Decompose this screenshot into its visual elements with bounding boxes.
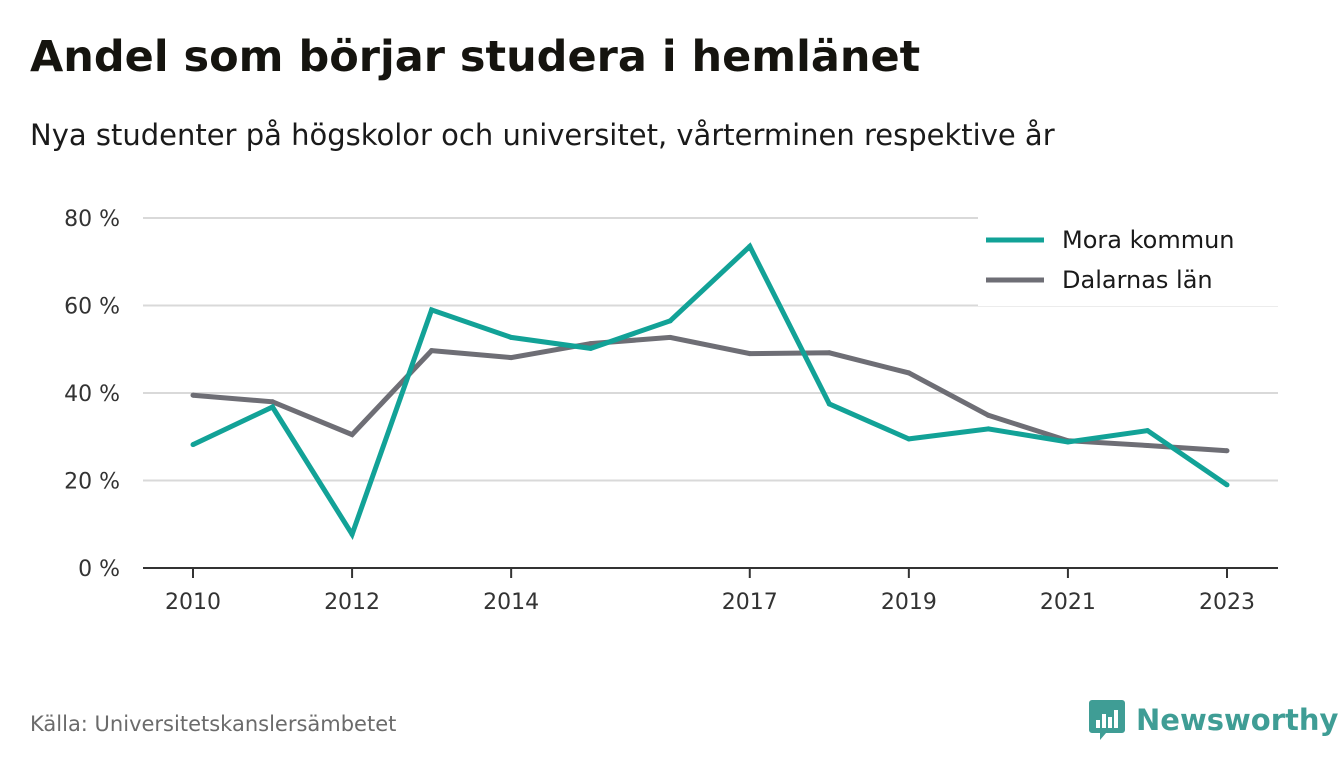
data-point bbox=[270, 404, 276, 410]
brand-name: Newsworthy bbox=[1136, 703, 1339, 737]
series-line-dalarna bbox=[192, 334, 1228, 454]
data-point bbox=[826, 350, 832, 356]
data-point bbox=[190, 442, 196, 448]
data-point bbox=[508, 355, 514, 361]
legend-background bbox=[978, 216, 1284, 306]
x-tick-label: 2021 bbox=[1040, 590, 1096, 615]
data-point bbox=[747, 351, 753, 357]
data-point bbox=[270, 399, 276, 405]
brand-logo[interactable]: Newsworthy bbox=[1088, 698, 1338, 742]
y-tick-label: 40 % bbox=[64, 382, 120, 407]
data-point bbox=[429, 348, 435, 354]
series-lines bbox=[190, 242, 1230, 541]
data-point bbox=[906, 436, 912, 442]
y-tick-label: 60 % bbox=[64, 295, 120, 320]
data-point bbox=[1224, 448, 1230, 454]
x-tick-label: 2023 bbox=[1199, 590, 1255, 615]
data-point bbox=[1065, 439, 1071, 445]
data-point bbox=[667, 334, 673, 340]
data-point bbox=[190, 392, 196, 398]
x-tick-label: 2014 bbox=[483, 590, 539, 615]
x-axis: 2010 2012 2014 2017 2019 2021 2023 bbox=[143, 567, 1278, 615]
legend-label-mora: Mora kommun bbox=[1062, 226, 1235, 254]
data-point bbox=[588, 341, 594, 347]
source-note: Källa: Universitetskanslersämbetet bbox=[30, 712, 397, 736]
line-chart: 0 % 20 % 40 % 60 % 80 % 2010 2012 2014 2017 2019… bbox=[64, 207, 1284, 615]
data-point bbox=[1144, 428, 1150, 434]
data-point bbox=[985, 412, 991, 418]
data-point bbox=[349, 531, 355, 537]
data-point bbox=[667, 318, 673, 324]
data-point bbox=[588, 345, 594, 351]
data-point bbox=[747, 243, 753, 249]
x-tick-label: 2010 bbox=[165, 590, 221, 615]
data-point bbox=[1224, 482, 1230, 488]
series-line-mora bbox=[191, 242, 1229, 541]
legend: Mora kommun Dalarnas län bbox=[978, 216, 1284, 306]
data-point bbox=[429, 307, 435, 313]
data-point bbox=[906, 370, 912, 376]
y-tick-label: 80 % bbox=[64, 207, 120, 232]
y-tick-label: 0 % bbox=[78, 557, 120, 582]
x-tick-label: 2012 bbox=[324, 590, 380, 615]
legend-label-dalarna: Dalarnas län bbox=[1062, 266, 1213, 294]
y-axis-ticks: 0 % 20 % 40 % 60 % 80 % bbox=[64, 207, 120, 582]
data-point bbox=[985, 426, 991, 432]
data-point bbox=[349, 432, 355, 438]
chart-subtitle: Nya studenter på högskolor och universit… bbox=[30, 118, 1055, 152]
data-point bbox=[826, 401, 832, 407]
x-tick-label: 2019 bbox=[881, 590, 937, 615]
x-tick-label: 2017 bbox=[722, 590, 778, 615]
data-point bbox=[508, 334, 514, 340]
chart-title: Andel som börjar studera i hemlänet bbox=[30, 32, 921, 82]
newsworthy-logo-icon bbox=[1089, 700, 1125, 740]
y-tick-label: 20 % bbox=[64, 470, 120, 495]
data-point bbox=[1144, 443, 1150, 448]
